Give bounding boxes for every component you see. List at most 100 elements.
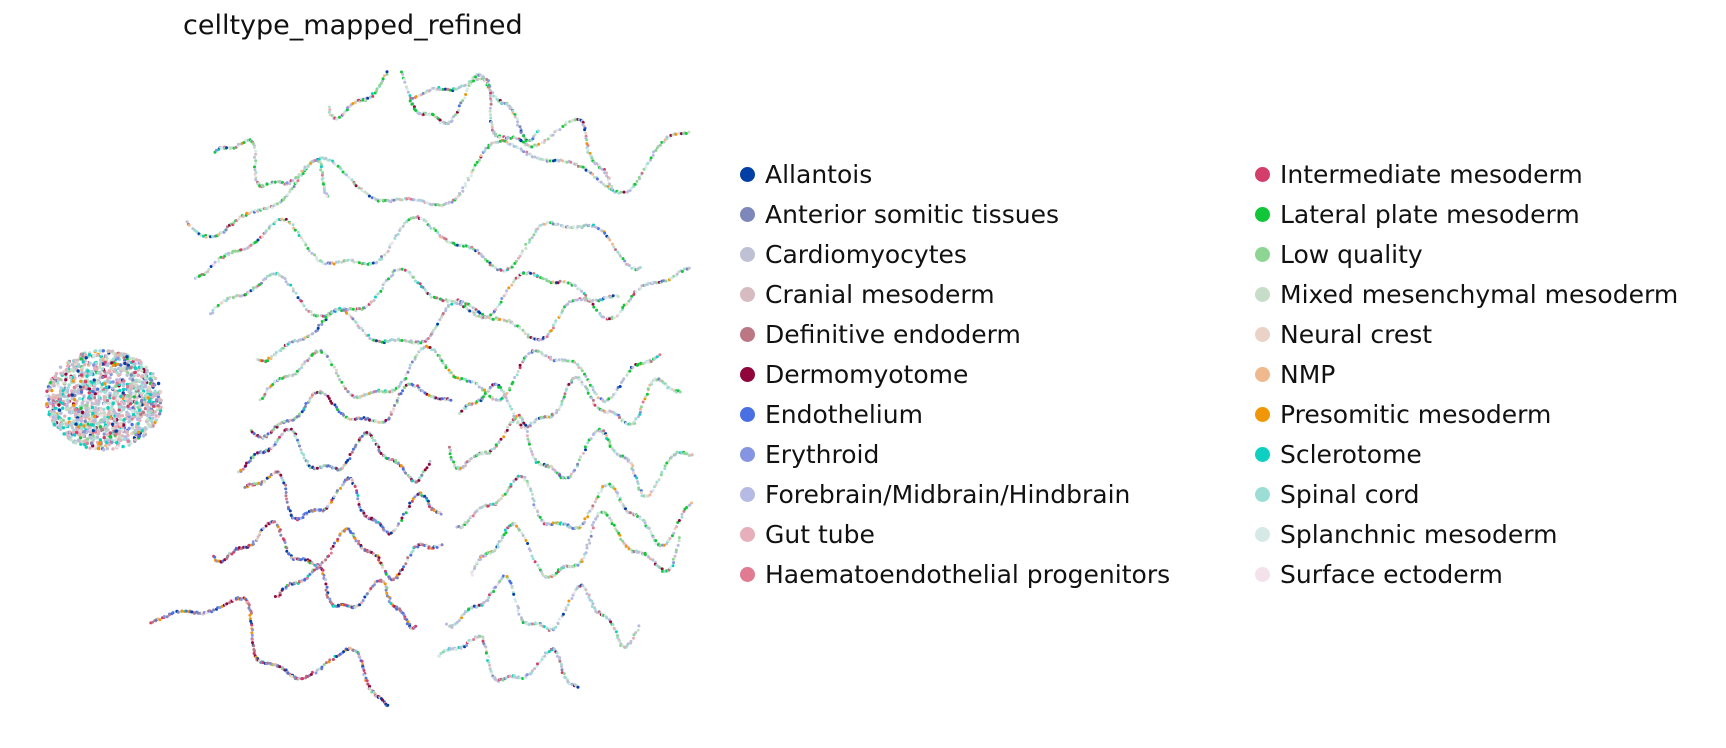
cell-point <box>79 422 83 427</box>
cell-point <box>187 223 191 227</box>
cell-point <box>279 473 283 477</box>
cell-point <box>76 438 81 442</box>
cell-point <box>100 428 105 432</box>
cell-point <box>486 504 490 508</box>
cell-point <box>321 568 325 572</box>
cell-point <box>285 497 288 501</box>
cell-point <box>320 465 324 469</box>
cell-point <box>54 372 59 376</box>
cell-point <box>122 368 127 372</box>
cell-point <box>447 200 451 204</box>
cell-point <box>96 371 100 375</box>
cell-point <box>573 298 577 302</box>
cell-point <box>49 377 53 382</box>
cell-point <box>541 277 545 281</box>
cell-point <box>409 553 413 557</box>
cell-point <box>409 272 412 276</box>
cell-point <box>586 511 590 515</box>
cell-point <box>406 507 410 510</box>
cell-point <box>547 465 551 469</box>
cell-point <box>510 407 514 411</box>
cell-point <box>524 246 528 250</box>
cell-point <box>342 308 346 312</box>
cell-point <box>440 543 444 547</box>
cell-point <box>291 289 295 293</box>
cell-point <box>101 349 106 353</box>
cell-point <box>158 618 162 622</box>
cell-point <box>107 412 111 417</box>
cell-point <box>502 435 506 439</box>
cell-point <box>106 405 110 410</box>
cell-point <box>60 422 64 426</box>
cell-point <box>445 240 449 243</box>
cell-point <box>408 505 411 508</box>
cell-point <box>320 350 324 354</box>
cell-point <box>390 241 394 245</box>
cell-point <box>78 429 83 434</box>
cell-point <box>325 585 329 589</box>
cell-point <box>600 229 604 233</box>
cell-point <box>290 187 294 191</box>
cell-point <box>651 535 655 539</box>
cell-point <box>498 303 501 306</box>
cell-point <box>639 405 643 409</box>
cell-point <box>88 361 92 365</box>
cell-point <box>386 249 390 253</box>
cell-point <box>106 376 110 380</box>
cell-point <box>484 651 488 655</box>
cell-point <box>588 383 592 387</box>
cell-point <box>232 598 236 602</box>
cell-point <box>516 117 519 121</box>
cell-point <box>479 154 483 158</box>
cell-point <box>68 375 73 380</box>
cell-point <box>499 539 503 543</box>
cell-point <box>287 507 290 511</box>
cell-point <box>396 462 400 466</box>
cell-point <box>91 428 96 433</box>
cell-point <box>530 155 534 159</box>
cell-point <box>351 447 355 451</box>
cell-point <box>495 382 499 386</box>
cell-point <box>531 557 535 561</box>
cell-point <box>492 141 496 144</box>
cell-point <box>676 543 680 547</box>
cell-point <box>365 592 369 596</box>
cell-point <box>491 317 495 321</box>
cell-point <box>636 415 640 419</box>
cell-point <box>584 588 588 592</box>
cell-point <box>616 491 620 495</box>
cell-point <box>412 105 416 109</box>
cell-point <box>451 300 455 304</box>
cell-point <box>391 409 395 413</box>
cell-point <box>349 531 353 534</box>
cell-point <box>64 378 68 382</box>
cell-point <box>678 390 682 394</box>
cell-point <box>548 159 552 163</box>
cell-point <box>330 498 334 502</box>
cell-point <box>216 606 220 610</box>
cell-point <box>495 501 498 505</box>
cell-point <box>119 394 123 398</box>
cell-point <box>355 396 359 400</box>
cell-point <box>149 390 153 394</box>
cell-point <box>466 519 470 523</box>
cell-point <box>618 310 622 314</box>
cell-point <box>243 247 247 251</box>
cell-point <box>625 302 629 306</box>
cell-point <box>660 567 664 571</box>
cell-point <box>533 155 537 159</box>
cell-point <box>536 662 539 666</box>
cell-point <box>417 341 420 345</box>
cell-point <box>117 408 121 412</box>
cell-point <box>268 475 271 479</box>
cell-point <box>76 358 80 362</box>
cell-point <box>360 394 364 398</box>
cell-point <box>363 262 367 266</box>
cell-point <box>461 189 465 193</box>
cell-point <box>513 376 517 379</box>
cell-point <box>491 397 495 401</box>
cell-point <box>468 309 472 313</box>
cell-point <box>114 441 119 445</box>
cell-point <box>430 508 434 512</box>
cell-point <box>159 390 163 394</box>
